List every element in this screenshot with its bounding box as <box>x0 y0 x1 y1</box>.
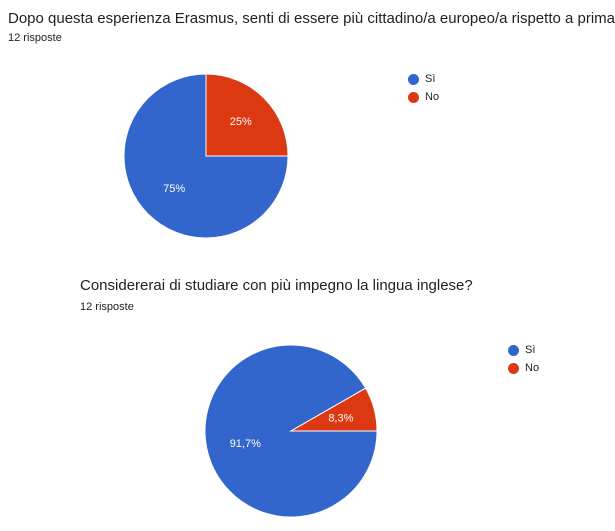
legend-item-si[interactable]: Sì <box>508 341 539 359</box>
pie-slice-no[interactable] <box>205 73 289 157</box>
legend: Sì No <box>508 341 539 377</box>
legend-swatch-si <box>408 73 419 85</box>
legend-swatch-no <box>408 91 419 103</box>
pie-slice-si[interactable] <box>204 344 378 518</box>
legend-swatch-no <box>508 362 519 374</box>
pie-slice-label-si: 91,7% <box>230 438 261 450</box>
pie-chart-lingua-inglese: Considererai di studiare con più impegno… <box>0 268 615 531</box>
pie-svg: 91,7% 8,3% <box>204 344 378 518</box>
pie-slice-label-si: 75% <box>163 183 185 195</box>
legend-item-no[interactable]: No <box>408 88 439 106</box>
legend-label-no: No <box>425 91 440 103</box>
response-count: 12 risposte <box>80 301 134 313</box>
legend-item-no[interactable]: No <box>508 359 539 377</box>
chart-title: Dopo questa esperienza Erasmus, senti di… <box>8 10 615 27</box>
pie-svg: 75% 25% <box>123 73 289 239</box>
legend-item-si[interactable]: Sì <box>408 70 439 88</box>
pie-slice-label-no: 8,3% <box>328 413 353 425</box>
pie-slice-si[interactable] <box>123 73 289 239</box>
chart-title: Considererai di studiare con più impegno… <box>80 277 473 294</box>
pie-slice-no[interactable] <box>289 387 378 432</box>
pie-slice-label-no: 25% <box>230 116 252 128</box>
legend-label-no: No <box>525 362 540 374</box>
legend-swatch-si <box>508 344 519 356</box>
legend-label-si: Sì <box>525 344 536 356</box>
pie-chart-cittadino-europeo: Dopo questa esperienza Erasmus, senti di… <box>0 0 615 255</box>
legend-label-si: Sì <box>425 73 436 85</box>
response-count: 12 risposte <box>8 32 62 44</box>
legend: Sì No <box>408 70 439 106</box>
